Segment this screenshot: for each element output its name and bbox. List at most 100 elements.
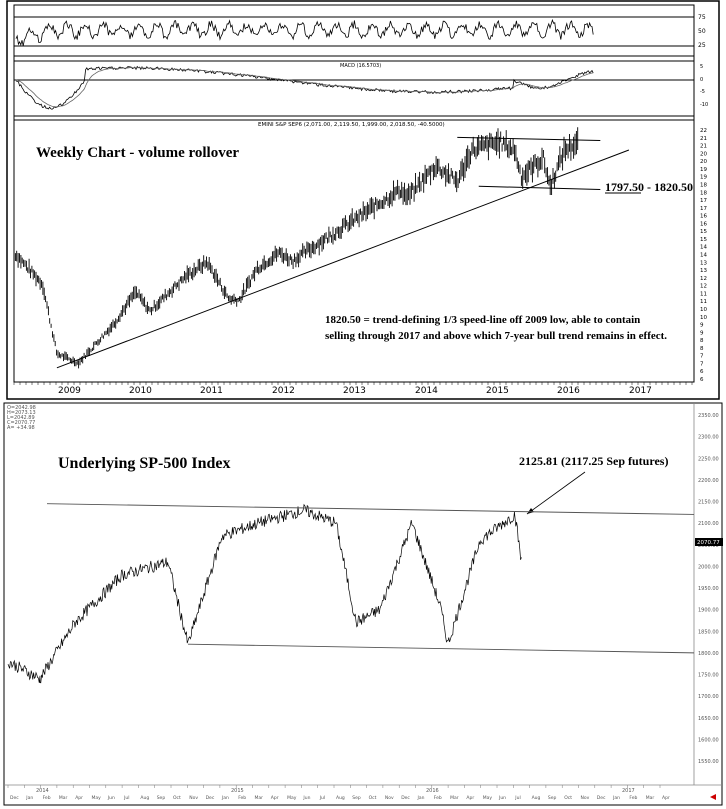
- top-y-axis: 2221212020191918181717161615151414131312…: [700, 128, 707, 383]
- sp500-price-line: [7, 503, 522, 684]
- bottom-month-tick: Feb: [43, 795, 51, 801]
- bottom-y-tick: 1850.00: [698, 629, 719, 635]
- ohlc-close: C=2070.77: [7, 420, 35, 426]
- bottom-month-tick: Feb: [238, 795, 246, 801]
- bottom-month-tick: Nov: [189, 795, 198, 801]
- top-y-tick: 9: [700, 323, 704, 329]
- bottom-month-tick: Oct: [369, 795, 377, 801]
- scroll-arrow-icon[interactable]: [710, 794, 716, 800]
- instrument-header: EMINI S&P SEP6 (2,071.00, 2,119.50, 1,99…: [258, 122, 445, 128]
- ohlc-readout: O=2042.98 H=2073.13 L=2042.89 C=2070.77 …: [7, 405, 36, 431]
- bottom-month-tick: Aug: [140, 795, 149, 801]
- bottom-month-tick: May: [483, 795, 493, 801]
- bottom-y-axis: 2350.00 2300.00 2250.00 2200.00 2150.00 2100.…: [698, 413, 719, 765]
- last-price-box: [695, 538, 723, 546]
- top-y-tick: 15: [700, 237, 707, 243]
- bottom-month-tick: Aug: [532, 795, 541, 801]
- trendline-speed-line: [56, 149, 630, 369]
- top-y-tick: 21: [700, 144, 707, 150]
- top-x-tick-2011: 2011: [200, 386, 223, 396]
- top-x-tick-2012: 2012: [272, 386, 295, 396]
- bottom-month-tick: Aug: [336, 795, 345, 801]
- top-y-tick: 20: [700, 159, 707, 165]
- bottom-y-tick: 1700.00: [698, 694, 719, 700]
- top-y-tick: 12: [700, 276, 707, 282]
- bottom-month-tick: Jun: [302, 795, 310, 801]
- bottom-y-tick: 2150.00: [698, 500, 719, 506]
- bottom-month-tick: Jun: [107, 795, 115, 801]
- top-y-tick: 16: [700, 221, 707, 227]
- support-label: 1797.50 - 1820.50: [605, 180, 693, 194]
- top-y-tick: 6: [700, 377, 704, 383]
- top-y-tick: 7: [700, 354, 704, 360]
- macd-tick-4: -10: [700, 102, 708, 108]
- top-y-tick: 19: [700, 175, 707, 181]
- top-x-tick-2013: 2013: [343, 386, 366, 396]
- ohlc-high: H=2073.13: [7, 410, 36, 416]
- note-line-1: 1820.50 = trend-defining 1/3 speed-line …: [325, 314, 640, 326]
- bottom-month-axis: Dec Jan Feb Mar Apr May Jun Jul Aug Sep Oct Nov Dec J…: [7, 785, 670, 801]
- bottom-y-tick: 1550.00: [698, 759, 719, 765]
- bottom-month-tick: Oct: [564, 795, 572, 801]
- trendline-upper-resistance: [46, 503, 695, 515]
- top-y-tick: 10: [700, 315, 707, 321]
- bottom-month-tick: Oct: [173, 795, 181, 801]
- bottom-month-tick: Apr: [466, 795, 474, 801]
- top-y-tick: 17: [700, 206, 707, 212]
- top-y-tick: 17: [700, 198, 707, 204]
- bottom-month-tick: Mar: [646, 795, 655, 801]
- bottom-month-tick: Mar: [59, 795, 68, 801]
- ohlc-low: L=2042.89: [7, 415, 35, 421]
- bottom-month-tick: Jan: [417, 795, 425, 801]
- trendline-top-resistance: [457, 136, 601, 142]
- bottom-y-tick: 2350.00: [698, 413, 719, 419]
- top-y-tick: 18: [700, 190, 707, 196]
- osc-tick-2: 50: [698, 28, 706, 35]
- bottom-month-tick: Feb: [434, 795, 442, 801]
- top-x-tick-2016: 2016: [557, 386, 580, 396]
- bottom-month-tick: Feb: [629, 795, 637, 801]
- bottom-month-tick: Nov: [385, 795, 394, 801]
- bottom-y-tick: 1950.00: [698, 586, 719, 592]
- bottom-month-tick: Sep: [352, 795, 361, 801]
- bottom-year-2017: 2017: [622, 788, 635, 794]
- top-y-tick: 20: [700, 151, 707, 157]
- weekly-price-bars: [13, 127, 579, 369]
- top-y-tick: 11: [700, 291, 707, 297]
- bottom-month-tick: Sep: [548, 795, 557, 801]
- bottom-y-tick: 2000.00: [698, 564, 719, 570]
- bottom-y-tick: 1750.00: [698, 673, 719, 679]
- top-y-tick: 19: [700, 167, 707, 173]
- macd-tick-1: 5: [700, 64, 703, 70]
- oscillator-line: [15, 18, 594, 47]
- bottom-month-tick: May: [92, 795, 102, 801]
- top-y-tick: 8: [700, 346, 704, 352]
- bottom-month-tick: Mar: [255, 795, 264, 801]
- bottom-month-tick: Apr: [271, 795, 279, 801]
- bottom-month-tick: Apr: [662, 795, 670, 801]
- macd-label: MACD (16.5703): [340, 63, 381, 69]
- bottom-month-tick: Jun: [498, 795, 506, 801]
- bottom-y-tick: 1600.00: [698, 737, 719, 743]
- top-x-tick-2009: 2009: [58, 386, 81, 396]
- top-y-tick: 13: [700, 268, 707, 274]
- bottom-month-tick: Sep: [157, 795, 166, 801]
- top-x-tick-2010: 2010: [129, 386, 152, 396]
- top-x-tick-2014: 2014: [415, 386, 438, 396]
- ohlc-change: A= +34.98: [7, 425, 35, 431]
- bottom-y-tick: 2100.00: [698, 521, 719, 527]
- ohlc-open: O=2042.98: [7, 405, 36, 411]
- top-y-tick: 11: [700, 299, 707, 305]
- resistance-arrow: [526, 471, 586, 515]
- bottom-year-2016: 2016: [426, 788, 439, 794]
- bottom-month-tick: Dec: [401, 795, 410, 801]
- bottom-y-tick: 2300.00: [698, 435, 719, 441]
- bottom-month-tick: Jan: [612, 795, 620, 801]
- macd-line: [15, 65, 594, 110]
- bottom-year-2014: 2014: [36, 788, 49, 794]
- top-y-tick: 21: [700, 136, 707, 142]
- bottom-month-tick: Dec: [597, 795, 606, 801]
- bottom-month-tick: May: [287, 795, 297, 801]
- bottom-month-tick: Jul: [123, 795, 129, 801]
